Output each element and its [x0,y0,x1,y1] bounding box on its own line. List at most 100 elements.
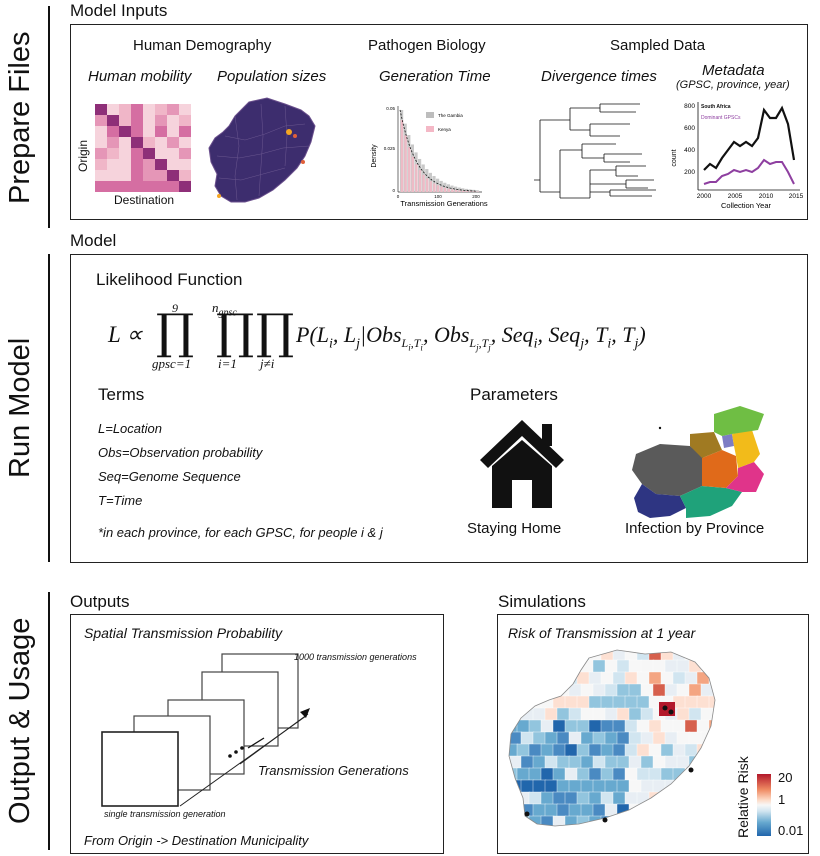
matrix-cell [95,159,107,170]
matrix-cell [131,148,143,159]
risk-municipality [612,695,627,710]
hist-bar-gambia [464,188,468,192]
risk-municipality [564,695,579,710]
hist-legend-swatch-kenya [426,126,434,132]
risk-municipality [664,659,679,674]
parameters-title: Parameters [470,385,558,404]
risk-municipality [640,731,655,746]
risk-municipality [708,767,715,782]
risk-municipality [612,791,627,806]
risk-municipality [636,671,651,686]
infection-by-province-label: Infection by Province [625,520,765,537]
risk-municipality [552,815,567,826]
matrix-cell [119,170,131,181]
province-limpopo [714,406,764,436]
risk-municipality [636,767,651,782]
risk-municipality [628,707,643,722]
hist-bar-kenya [454,189,458,192]
hist-bar-kenya [469,191,472,192]
risk-municipality [672,791,687,806]
hist-bar-kenya [462,190,465,192]
matrix-cell [179,115,191,126]
risk-municipality [712,731,715,746]
risk-municipality [688,683,703,698]
pathogen-biology-heading: Pathogen Biology [368,37,486,54]
home-icon [480,420,564,508]
hist-bar-gambia [454,186,458,192]
risk-municipality [616,755,631,770]
risk-municipality [600,767,615,782]
risk-municipality [544,659,559,674]
risk-municipality [700,779,715,794]
risk-municipality [713,828,726,838]
prod3-symbol: ∏ [256,304,295,360]
risk-municipality [652,755,667,770]
risk-municipality [540,791,555,806]
matrix-cell [155,104,167,115]
risk-municipality [672,650,687,662]
risk-municipality [721,696,727,709]
risk-municipality [612,719,627,734]
risk-municipality [588,791,603,806]
risk-municipality [636,650,651,662]
risk-municipality [652,659,667,674]
risk-municipality [604,659,619,674]
matrix-cell [167,115,179,126]
province-eastern-cape [680,486,742,518]
matrix-cell [167,104,179,115]
risk-municipality [592,707,607,722]
risk-municipality [588,695,603,710]
meta-x-label: Collection Year [721,201,772,210]
risk-municipality [520,683,535,698]
risk-municipality [592,779,607,794]
matrix-cell [143,170,155,181]
prod3-bottom: j≠i [260,356,275,371]
risk-municipality [708,815,715,826]
matrix-cell [95,170,107,181]
risk-municipality [576,767,591,782]
series-south-africa [703,105,796,171]
risk-municipality [640,755,655,770]
risk-municipality [721,792,727,805]
risk-municipality [564,767,579,782]
matrix-cell [119,115,131,126]
risk-municipality [568,707,583,722]
risk-municipality [516,695,531,710]
risk-municipality [576,743,591,758]
risk-municipality [540,767,555,782]
divergence-tree [534,103,656,199]
risk-municipality [540,815,555,826]
arrow-line [239,713,309,765]
hist-bar-kenya [458,190,461,192]
risk-municipality [712,683,715,698]
risk-municipality [676,707,691,722]
risk-municipality [624,695,639,710]
matrix-cell [131,170,143,181]
risk-municipality [696,719,711,734]
risk-municipality [652,683,667,698]
risk-municipality [672,743,687,758]
matrix-cell [95,126,107,137]
hist-bar-kenya [426,178,429,192]
risk-municipality [624,743,639,758]
risk-municipality [544,755,559,770]
prod1-top: 9 [172,301,178,315]
risk-municipality [725,660,727,673]
risk-municipality [604,707,619,722]
matrix-x-label: Destination [114,193,175,207]
risk-municipality [684,815,699,826]
risk-municipality [660,719,675,734]
matrix-cell [143,181,155,192]
transmission-stack-diagram [101,653,310,807]
meta-y-label: count [671,149,678,166]
side-label-output-usage: Output & Usage [4,617,36,825]
risk-municipality [672,671,687,686]
risk-municipality [676,779,691,794]
matrix-cell [95,104,107,115]
hist-ytick-1: 0.025 [384,146,396,151]
risk-municipality [600,650,615,662]
meta-legend-dominant: Dominant GPSCs [701,115,741,121]
risk-municipality [532,803,547,818]
hist-bar-gambia [475,190,479,192]
matrix-cell [107,181,119,192]
